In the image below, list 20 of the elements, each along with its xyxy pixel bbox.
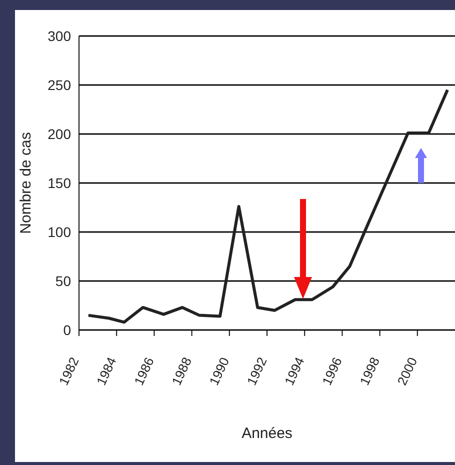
- y-tick-label: 150: [48, 174, 72, 191]
- line-series: [86, 88, 449, 324]
- x-tick-label: 1982: [56, 354, 82, 388]
- y-tick-label: 100: [48, 224, 72, 240]
- y-tick-label: 300: [48, 28, 72, 44]
- y-tick-label: 250: [48, 76, 72, 93]
- x-tick-label: 1986: [131, 354, 157, 388]
- x-tick-label: 2000: [394, 354, 420, 388]
- x-tick-label: 1998: [356, 354, 383, 388]
- x-tick-label: 1992: [244, 354, 270, 388]
- x-tick-label: 1984: [94, 354, 120, 388]
- y-tick-label: 50: [55, 272, 72, 289]
- x-tick-label: 1996: [319, 354, 345, 388]
- x-axis-title: Années: [242, 425, 292, 442]
- x-tick-label: 1988: [168, 354, 195, 388]
- x-tick-label: 1990: [206, 354, 232, 388]
- y-axis-title: Nombre de cas: [17, 132, 34, 234]
- y-tick-label: 200: [48, 126, 72, 142]
- x-tick-label: 1994: [282, 354, 308, 388]
- y-tick-label: 0: [63, 322, 72, 338]
